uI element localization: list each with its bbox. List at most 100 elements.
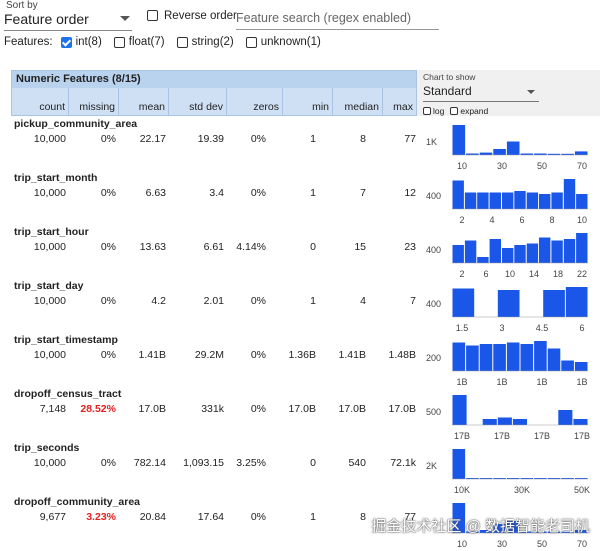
cell-mean: 782.14	[133, 457, 166, 469]
x-tick-label: 18	[553, 269, 563, 279]
col-max[interactable]: max	[382, 88, 416, 116]
feature-type-filters: Features: int(8) float(7) string(2) unkn…	[4, 36, 333, 48]
histogram-bar	[563, 179, 576, 209]
cell-zeros: 0%	[250, 511, 266, 523]
col-mean[interactable]: mean	[118, 88, 168, 116]
col-missing[interactable]: missing	[68, 88, 118, 116]
histogram-bar	[526, 243, 539, 263]
filter-float-checkbox[interactable]	[113, 36, 125, 48]
histogram-bar	[452, 342, 466, 371]
histogram-bar	[574, 151, 588, 155]
histogram-bar	[558, 410, 573, 425]
histogram-bar	[482, 419, 497, 425]
y-tick-label: 400	[426, 191, 441, 201]
x-tick-label: 50K	[574, 485, 590, 495]
x-tick-label: 6	[579, 323, 584, 333]
filter-unknown-label: unknown(1)	[260, 36, 321, 48]
col-std-dev[interactable]: std dev	[168, 88, 226, 116]
cell-zeros: 3.25%	[236, 457, 266, 469]
filter-float[interactable]: float(7)	[113, 36, 165, 48]
filter-int-label: int(8)	[75, 36, 102, 48]
y-tick-label: 1K	[426, 137, 437, 147]
cell-count: 9,677	[39, 511, 66, 523]
cell-median: 17.0B	[338, 403, 366, 415]
histogram-chart: 400 2 4 6 8 10	[426, 179, 588, 225]
feature-name: pickup_community_area	[14, 118, 138, 130]
y-tick-label: 400	[426, 299, 441, 309]
feature-search-input[interactable]: Feature search (regex enabled)	[236, 10, 439, 30]
expand-option[interactable]: expand	[450, 106, 488, 116]
histogram-bar	[576, 194, 588, 209]
histogram-bar	[479, 152, 493, 155]
histogram-bar	[452, 245, 464, 263]
histogram-bar	[561, 531, 574, 533]
x-tick-label: 50	[537, 539, 547, 549]
log-label: log	[433, 106, 445, 116]
histogram-chart: 400 1.5 3 4.5 6	[426, 287, 588, 333]
cell-median: 1.41B	[338, 349, 366, 361]
histogram-bar	[452, 449, 466, 479]
histogram-bar	[573, 419, 588, 425]
histogram-bar	[574, 530, 588, 533]
watermark: 掘金技术社区 @ 数据智能老司机	[371, 518, 590, 535]
feature-name: trip_seconds	[14, 442, 80, 454]
histogram-bar	[464, 240, 477, 263]
histogram-bar	[452, 288, 475, 317]
sort-by-label: Sort by	[6, 0, 38, 11]
expand-checkbox[interactable]	[450, 107, 459, 115]
histogram-bar	[547, 348, 561, 371]
histogram-bar	[514, 191, 526, 209]
cell-min: 1.36B	[288, 349, 316, 361]
log-checkbox[interactable]	[423, 107, 431, 115]
cell-missing: 0%	[100, 349, 116, 361]
histogram-bar	[489, 192, 501, 209]
cell-median: 8	[360, 133, 366, 145]
histogram-bar	[534, 153, 547, 155]
cell-std-dev: 19.39	[197, 133, 224, 145]
col-min[interactable]: min	[282, 88, 332, 116]
histogram-bar	[497, 417, 512, 425]
x-tick-label: 17B	[574, 431, 590, 441]
x-tick-label: 6	[519, 215, 524, 225]
filter-int-checkbox[interactable]	[60, 36, 72, 48]
cell-std-dev: 6.61	[203, 241, 224, 253]
x-tick-label: 10K	[454, 485, 470, 495]
cell-max: 23	[404, 241, 416, 253]
filter-unknown-checkbox[interactable]	[245, 36, 257, 48]
col-median[interactable]: median	[332, 88, 382, 116]
filter-int[interactable]: int(8)	[60, 36, 102, 48]
cell-missing: 0%	[100, 133, 116, 145]
cell-min: 1	[310, 511, 316, 523]
cell-min: 17.0B	[288, 403, 316, 415]
histogram-bar	[543, 290, 565, 317]
histogram-bar	[506, 342, 520, 371]
filter-string-checkbox[interactable]	[176, 36, 188, 48]
table-title-bar	[12, 71, 416, 88]
histogram-bar	[506, 521, 520, 533]
sort-by-select[interactable]: Feature order	[4, 10, 132, 31]
dropdown-arrow-icon	[527, 90, 535, 94]
x-tick-label: 17B	[454, 431, 470, 441]
histogram-bar	[534, 478, 547, 479]
cell-median: 540	[348, 457, 366, 469]
x-tick-label: 50	[537, 161, 547, 171]
histogram-bar	[520, 531, 534, 533]
filter-unknown[interactable]: unknown(1)	[245, 36, 321, 48]
histogram-bar	[561, 153, 574, 155]
feature-name: trip_start_timestamp	[14, 334, 118, 346]
histogram-bar	[514, 245, 526, 263]
col-zeros[interactable]: zeros	[226, 88, 282, 116]
reverse-order-toggle[interactable]: Reverse order	[147, 10, 237, 22]
cell-missing: 0%	[100, 241, 116, 253]
chart-type-select[interactable]: Standard	[423, 83, 539, 102]
reverse-order-checkbox[interactable]	[147, 10, 158, 22]
filter-string[interactable]: string(2)	[176, 36, 234, 48]
x-tick-label: 1B	[496, 377, 507, 387]
histogram-bar	[452, 395, 467, 425]
log-option[interactable]: log	[423, 106, 444, 116]
x-tick-label: 10	[577, 215, 587, 225]
cell-max: 77	[404, 511, 416, 523]
cell-std-dev: 1,093.15	[183, 457, 224, 469]
histogram-bar	[466, 531, 479, 533]
col-count[interactable]: count	[39, 101, 65, 113]
